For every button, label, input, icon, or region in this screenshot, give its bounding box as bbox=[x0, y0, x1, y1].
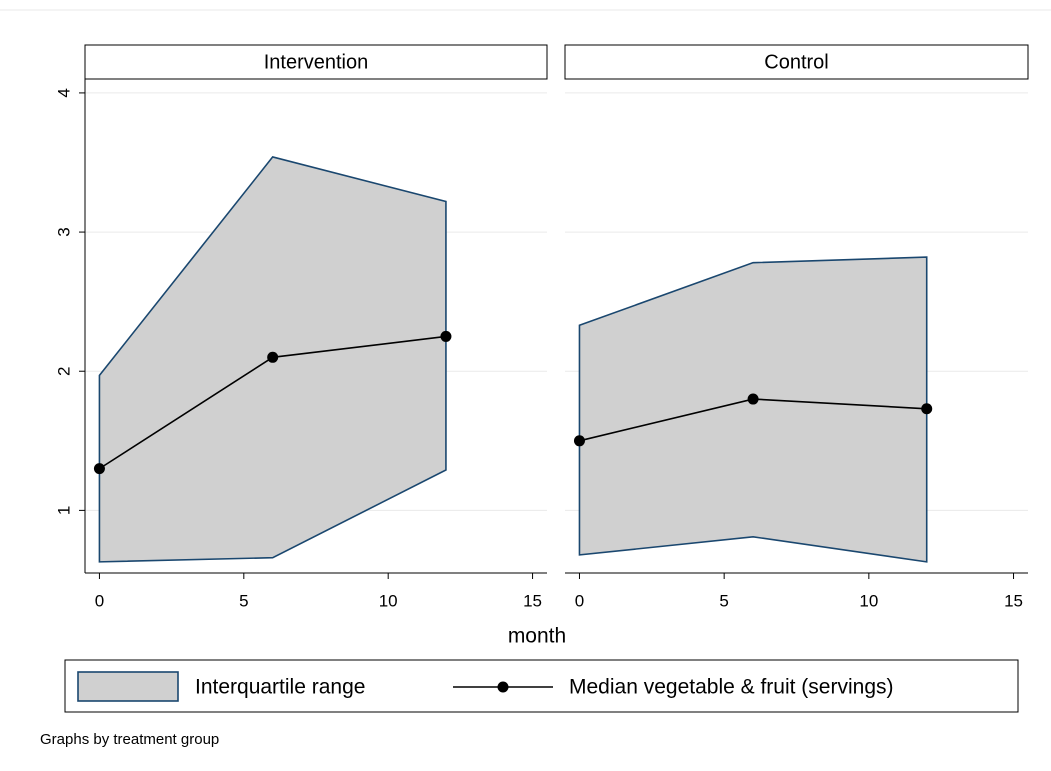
median-point bbox=[573, 435, 585, 447]
x-axis-label: month bbox=[508, 625, 566, 648]
y-tick-label: 1 bbox=[54, 506, 73, 515]
panel-header bbox=[564, 44, 1029, 80]
y-tick-label: 2 bbox=[54, 366, 73, 375]
iqr-area bbox=[578, 256, 928, 563]
median-point bbox=[921, 403, 933, 415]
x-tick-label: 0 bbox=[575, 591, 584, 610]
y-tick-label: 3 bbox=[54, 227, 73, 236]
legend-label: Interquartile range bbox=[195, 676, 365, 699]
x-tick-label: 5 bbox=[719, 591, 728, 610]
legend-marker bbox=[497, 681, 509, 693]
median-point bbox=[440, 330, 452, 342]
note: Graphs by treatment group bbox=[40, 731, 219, 748]
panel-title: Control bbox=[764, 51, 828, 73]
x-tick-label: 15 bbox=[1004, 591, 1023, 610]
x-tick-label: 5 bbox=[239, 591, 248, 610]
legend-label: Median vegetable & fruit (servings) bbox=[569, 676, 894, 699]
x-tick-label: 0 bbox=[95, 591, 104, 610]
panel-title: Intervention bbox=[264, 51, 369, 73]
panel-header bbox=[84, 44, 548, 80]
y-tick-label: 4 bbox=[54, 88, 73, 97]
median-point bbox=[267, 351, 279, 363]
median-point bbox=[93, 463, 105, 475]
legend-swatch bbox=[77, 671, 179, 702]
median-point bbox=[747, 393, 759, 405]
x-tick-label: 15 bbox=[523, 591, 542, 610]
x-tick-label: 10 bbox=[379, 591, 398, 610]
x-tick-label: 10 bbox=[859, 591, 878, 610]
legend-box bbox=[64, 659, 1019, 713]
